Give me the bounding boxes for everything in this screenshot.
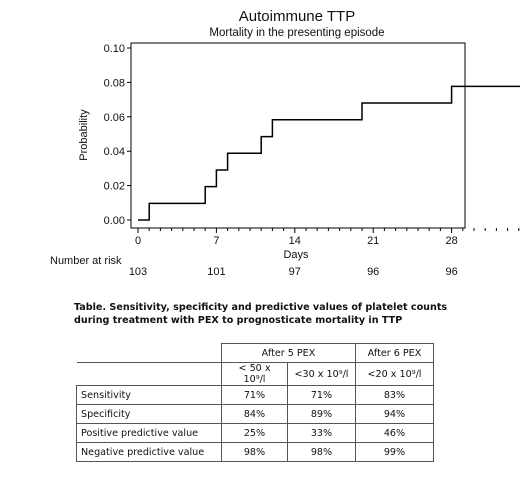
- y-tick-label: 0.10: [104, 43, 125, 55]
- risk-count: 97: [289, 266, 301, 278]
- row-label: Positive predictive value: [76, 423, 222, 443]
- x-tick-label: 0: [135, 235, 141, 247]
- y-tick-label: 0.08: [104, 77, 125, 89]
- table-cell: 83%: [355, 385, 434, 405]
- risk-count: 103: [129, 266, 147, 278]
- table-row: Positive predictive value 25% 33% 46%: [76, 423, 434, 443]
- table-row: Negative predictive value 98% 98% 99%: [76, 442, 434, 462]
- table-row: Specificity 84% 89% 94%: [76, 404, 434, 424]
- table-corner-cell: [76, 362, 222, 386]
- x-tick-label: 21: [367, 235, 379, 247]
- row-label: Specificity: [76, 404, 222, 424]
- km-chart: Autoimmune TTP Mortality in the presenti…: [50, 8, 520, 278]
- table-cell: 98%: [287, 442, 356, 462]
- sub-header-20: <20 x 10⁹/l: [355, 362, 434, 386]
- group-header-5pex: After 5 PEX: [221, 343, 356, 363]
- table-cell: 71%: [287, 385, 356, 405]
- table-sub-header-row: < 50 x 10⁹/l <30 x 10⁹/l <20 x 10⁹/l: [76, 362, 434, 386]
- x-tick-label: 14: [289, 235, 301, 247]
- risk-label: Number at risk: [50, 255, 122, 267]
- y-tick-label: 0.04: [104, 146, 125, 158]
- sub-header-50: < 50 x 10⁹/l: [221, 362, 288, 386]
- x-axis-label: Days: [283, 249, 309, 261]
- table-corner-cell: [76, 343, 222, 363]
- row-label: Sensitivity: [76, 385, 222, 405]
- group-header-6pex: After 6 PEX: [355, 343, 434, 363]
- table-cell: 46%: [355, 423, 434, 443]
- table-caption: Table. Sensitivity, specificity and pred…: [74, 302, 448, 326]
- row-label: Negative predictive value: [76, 442, 222, 462]
- x-tick-label: 7: [213, 235, 219, 247]
- table-row: Sensitivity 71% 71% 83%: [76, 385, 434, 405]
- axes: 0.000.020.040.060.080.100714212835424956: [104, 43, 520, 247]
- table-cell: 98%: [221, 442, 288, 462]
- x-tick-label: 28: [445, 235, 457, 247]
- chart-subtitle: Mortality in the presenting episode: [209, 27, 384, 39]
- table-group-header-row: After 5 PEX After 6 PEX: [76, 343, 434, 363]
- table-cell: 33%: [287, 423, 356, 443]
- chart-title: Autoimmune TTP: [239, 8, 355, 25]
- risk-count: 96: [367, 266, 379, 278]
- table-cell: 71%: [221, 385, 288, 405]
- risk-count: 101: [207, 266, 225, 278]
- mortality-step-line: [138, 85, 520, 221]
- risk-counts: 10310197969695959595: [129, 266, 458, 278]
- table-cell: 84%: [221, 404, 288, 424]
- y-tick-label: 0.02: [104, 181, 125, 193]
- table-cell: 89%: [287, 404, 356, 424]
- table-cell: 25%: [221, 423, 288, 443]
- sub-header-30: <30 x 10⁹/l: [287, 362, 356, 386]
- plot-frame: [130, 42, 466, 229]
- risk-count: 96: [445, 266, 457, 278]
- y-axis-label: Probability: [78, 109, 90, 161]
- y-tick-label: 0.00: [104, 215, 125, 227]
- table-cell: 94%: [355, 404, 434, 424]
- table-cell: 99%: [355, 442, 434, 462]
- stats-table: After 5 PEX After 6 PEX < 50 x 10⁹/l <30…: [76, 343, 434, 462]
- y-tick-label: 0.06: [104, 112, 125, 124]
